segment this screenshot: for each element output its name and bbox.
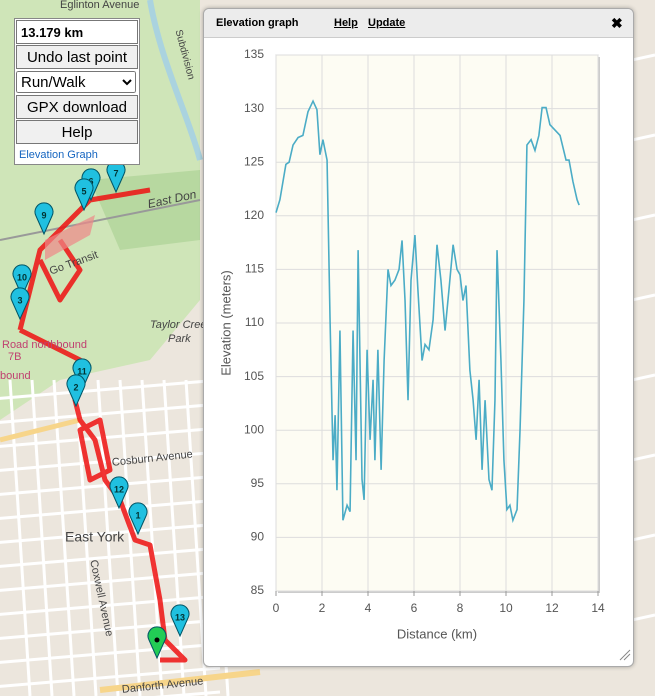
street xyxy=(0,417,81,443)
street xyxy=(631,613,655,622)
control-panel: 13.179 km Undo last point Run/Walk GPX d… xyxy=(14,18,140,165)
gpx-button[interactable]: GPX download xyxy=(16,95,138,119)
river xyxy=(147,0,203,161)
map-label: 7B xyxy=(8,351,21,363)
route-marker xyxy=(170,604,190,638)
elevation-link[interactable]: Elevation Graph xyxy=(19,149,98,161)
street xyxy=(0,426,221,448)
street xyxy=(631,533,655,542)
popup-close[interactable]: ✖ xyxy=(611,15,623,31)
street xyxy=(631,133,655,142)
map-label: Park xyxy=(168,333,191,345)
route-marker xyxy=(34,202,54,236)
street xyxy=(631,373,655,382)
marker-label: 13 xyxy=(175,612,185,622)
map-label: Road northbound xyxy=(2,339,87,351)
street xyxy=(631,213,655,222)
help-button[interactable]: Help xyxy=(16,120,138,144)
marker-label: 10 xyxy=(17,272,27,282)
popup-update[interactable]: Update xyxy=(368,17,406,29)
street xyxy=(631,453,655,462)
marker-label: 9 xyxy=(41,210,46,220)
route-area xyxy=(45,215,95,260)
route-marker xyxy=(74,178,94,212)
street xyxy=(99,669,261,693)
popup-title: Elevation graph xyxy=(216,17,299,29)
street xyxy=(0,546,221,568)
route-marker xyxy=(12,264,32,298)
route-marker xyxy=(66,374,86,408)
popup-header: Elevation graph Help Update ✖ xyxy=(204,9,633,38)
marker-label: 1 xyxy=(135,510,140,520)
route-marker xyxy=(10,287,30,321)
route-marker xyxy=(72,358,92,392)
map-label: Taylor Creek xyxy=(150,319,212,331)
marker-label: 2 xyxy=(73,382,78,392)
street xyxy=(52,379,76,696)
route xyxy=(17,187,188,663)
start-dot xyxy=(154,637,160,643)
street xyxy=(0,474,221,496)
marker-label: 3 xyxy=(17,295,22,305)
elevation-popup: Elevation graph Help Update ✖ xyxy=(203,8,634,667)
marker-label: 6 xyxy=(88,176,93,186)
map-label: East York xyxy=(65,529,125,545)
street xyxy=(118,379,142,696)
marker-label: 7 xyxy=(113,168,118,178)
route-marker xyxy=(109,476,129,510)
street xyxy=(631,293,655,302)
street xyxy=(631,53,655,62)
street xyxy=(8,379,32,696)
markers: 7 65 9 10 3 11 2 12 1 13 xyxy=(10,160,190,660)
mode-select[interactable]: Run/Walk xyxy=(16,71,136,93)
distance: 13.179 km xyxy=(16,20,138,44)
street xyxy=(0,666,221,688)
street xyxy=(153,690,221,696)
street xyxy=(0,570,221,592)
street xyxy=(0,199,201,241)
map-label: Eglinton Avenue xyxy=(60,0,139,11)
street xyxy=(162,379,186,696)
route-marker xyxy=(128,502,148,536)
street xyxy=(184,379,208,696)
marker-label: 11 xyxy=(77,366,87,376)
map-label: bound xyxy=(0,370,31,382)
street xyxy=(0,594,221,616)
marker-label: 12 xyxy=(114,484,124,494)
undo-button[interactable]: Undo last point xyxy=(16,45,138,69)
popup-help[interactable]: Help xyxy=(334,17,358,29)
marker-label: 5 xyxy=(81,186,86,196)
